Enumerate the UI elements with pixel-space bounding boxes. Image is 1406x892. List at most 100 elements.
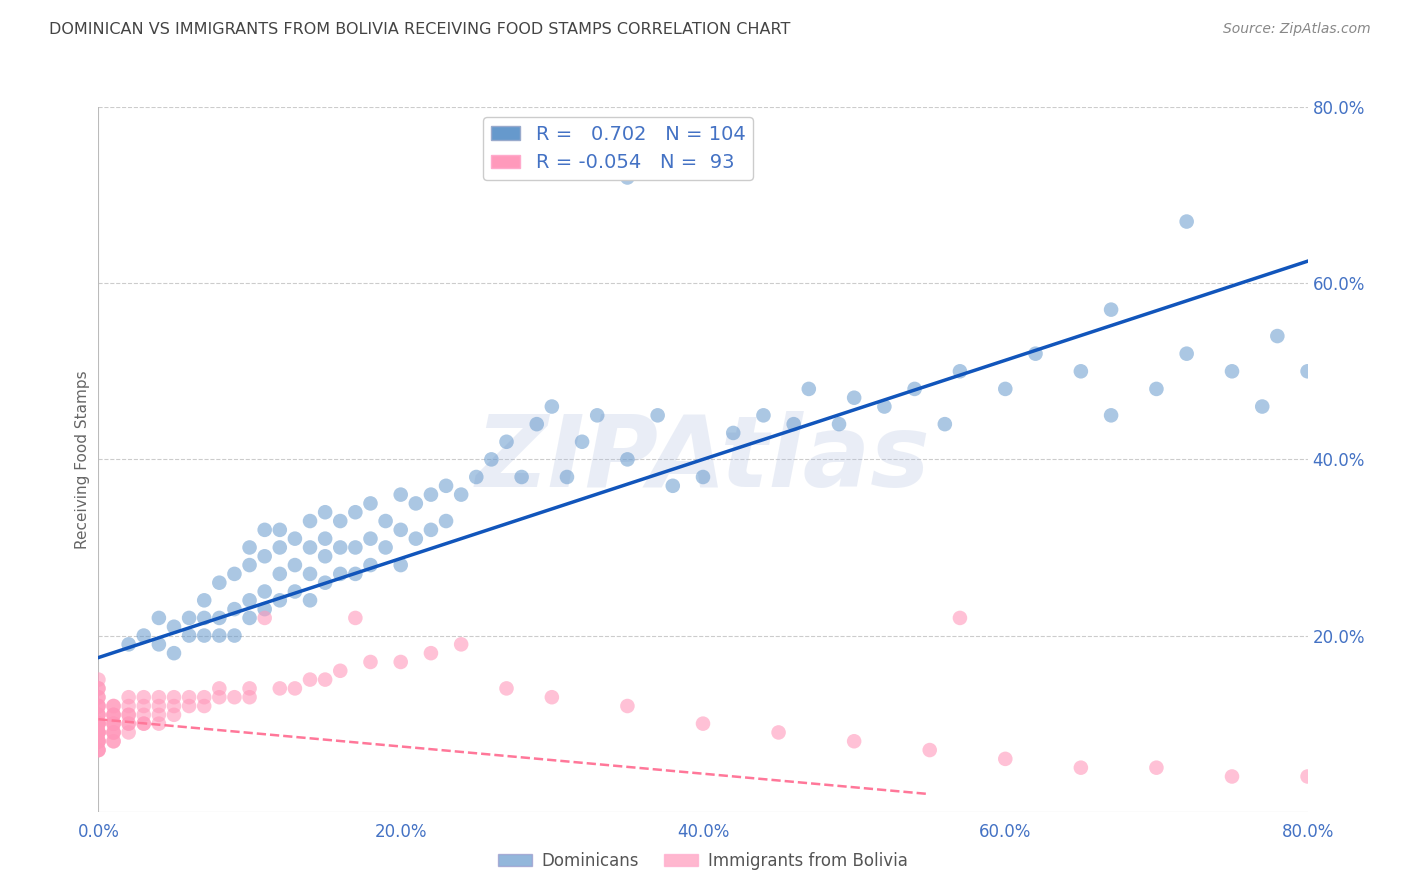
Point (118, 725, 141, 739)
Point (239, 690, 262, 705)
Point (1099, 302, 1122, 317)
Point (344, 566, 367, 581)
Point (253, 549, 276, 564)
Point (208, 611, 231, 625)
Point (87, 690, 110, 705)
Point (949, 611, 972, 625)
Point (103, 725, 125, 739)
Point (269, 566, 291, 581)
Point (389, 487, 412, 501)
Point (239, 611, 262, 625)
Point (193, 611, 215, 625)
Point (193, 699, 215, 714)
Point (224, 690, 246, 705)
Point (179, 699, 201, 714)
Point (269, 541, 291, 555)
Point (299, 593, 322, 607)
Point (360, 558, 382, 573)
Point (103, 699, 125, 714)
Point (994, 382, 1017, 396)
Point (1024, 346, 1046, 360)
Point (284, 681, 307, 696)
Point (586, 409, 609, 423)
Point (87, 716, 110, 731)
Point (87, 734, 110, 748)
Point (193, 628, 215, 642)
Point (87, 681, 110, 696)
Point (253, 611, 276, 625)
Point (87, 716, 110, 731)
Point (723, 425, 745, 440)
Point (1144, 761, 1167, 775)
Point (87, 743, 110, 757)
Point (132, 699, 155, 714)
Point (314, 549, 336, 564)
Point (87, 716, 110, 731)
Point (329, 514, 352, 528)
Point (844, 391, 866, 405)
Point (148, 716, 170, 731)
Point (1296, 769, 1319, 784)
Point (179, 611, 201, 625)
Point (87, 690, 110, 705)
Text: ZIPAtlas: ZIPAtlas (475, 411, 931, 508)
Point (616, 170, 638, 185)
Point (405, 496, 427, 510)
Point (526, 417, 548, 431)
Point (783, 417, 806, 431)
Point (389, 558, 412, 573)
Legend: Dominicans, Immigrants from Bolivia: Dominicans, Immigrants from Bolivia (492, 846, 914, 877)
Point (163, 620, 186, 634)
Point (1267, 329, 1289, 343)
Point (87, 725, 110, 739)
Point (118, 707, 141, 722)
Point (1099, 409, 1122, 423)
Point (103, 707, 125, 722)
Point (179, 628, 201, 642)
Point (405, 532, 427, 546)
Point (314, 532, 336, 546)
Point (344, 541, 367, 555)
Point (239, 541, 262, 555)
Point (1220, 364, 1243, 378)
Point (208, 681, 231, 696)
Point (118, 690, 141, 705)
Point (163, 699, 186, 714)
Point (344, 611, 367, 625)
Text: DOMINICAN VS IMMIGRANTS FROM BOLIVIA RECEIVING FOOD STAMPS CORRELATION CHART: DOMINICAN VS IMMIGRANTS FROM BOLIVIA REC… (49, 22, 790, 37)
Point (193, 690, 215, 705)
Point (360, 532, 382, 546)
Point (420, 487, 443, 501)
Point (661, 479, 683, 493)
Point (299, 541, 322, 555)
Point (495, 681, 517, 696)
Point (103, 716, 125, 731)
Point (87, 743, 110, 757)
Point (118, 716, 141, 731)
Point (87, 716, 110, 731)
Point (481, 452, 503, 467)
Point (224, 602, 246, 616)
Point (103, 707, 125, 722)
Point (692, 716, 714, 731)
Point (253, 523, 276, 537)
Point (132, 690, 155, 705)
Point (87, 734, 110, 748)
Point (253, 584, 276, 599)
Point (103, 734, 125, 748)
Point (768, 725, 790, 739)
Point (571, 434, 593, 449)
Point (450, 637, 472, 651)
Point (994, 752, 1017, 766)
Point (540, 690, 562, 705)
Point (510, 470, 533, 484)
Point (87, 707, 110, 722)
Point (329, 541, 352, 555)
Point (224, 566, 246, 581)
Point (103, 725, 125, 739)
Point (269, 681, 291, 696)
Point (495, 434, 517, 449)
Point (844, 734, 866, 748)
Point (434, 479, 457, 493)
Point (389, 655, 412, 669)
